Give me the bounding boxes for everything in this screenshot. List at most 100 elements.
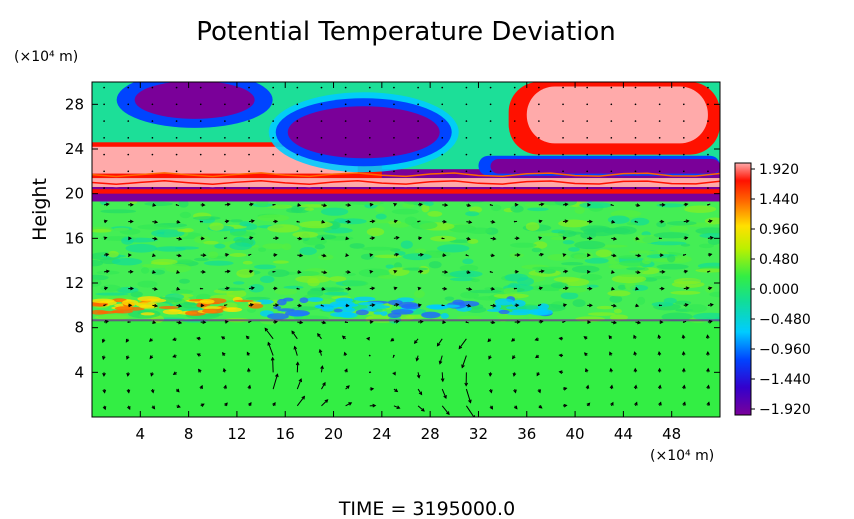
velocity-arrow: [320, 236, 325, 241]
velocity-arrow: [151, 405, 156, 410]
field-texture: [493, 303, 502, 310]
velocity-arrow: [248, 153, 250, 156]
velocity-arrow: [224, 202, 231, 207]
field-texture: [568, 247, 580, 252]
velocity-arrow: [681, 334, 686, 339]
velocity-arrow: [413, 338, 419, 345]
velocity-arrow: [417, 405, 425, 412]
velocity-arrow: [224, 253, 230, 257]
velocity-arrow: [369, 202, 374, 207]
field-blob: [134, 82, 255, 119]
velocity-arrow: [128, 219, 134, 224]
velocity-arrow: [538, 170, 540, 173]
velocity-arrow: [264, 327, 274, 340]
velocity-arrow: [321, 270, 328, 275]
velocity-arrow: [224, 120, 226, 122]
velocity-arrow: [562, 253, 567, 257]
field-texture: [456, 315, 482, 320]
field-texture: [467, 238, 479, 244]
field-texture: [94, 292, 129, 296]
field-texture: [140, 312, 155, 316]
field-texture: [267, 224, 300, 233]
field-texture: [570, 252, 588, 259]
velocity-arrow: [272, 187, 274, 189]
field-texture: [560, 292, 579, 300]
velocity-arrow: [103, 170, 105, 173]
velocity-arrow: [514, 253, 521, 257]
velocity-arrow: [393, 153, 395, 156]
velocity-arrow: [513, 287, 517, 290]
field-texture: [377, 275, 398, 279]
velocity-arrow: [683, 236, 689, 240]
field-texture: [574, 206, 585, 214]
field-texture: [465, 211, 480, 217]
field-texture: [100, 209, 137, 214]
velocity-arrow: [466, 270, 471, 274]
velocity-arrow: [538, 319, 544, 324]
y-tick-label: 16: [65, 229, 84, 247]
field-texture: [358, 301, 384, 306]
velocity-arrow: [128, 269, 134, 274]
velocity-arrow: [634, 153, 637, 156]
field-texture: [222, 307, 243, 313]
velocity-arrow: [512, 355, 516, 360]
velocity-arrow: [369, 387, 375, 391]
field-texture: [609, 295, 623, 303]
velocity-arrow: [513, 388, 517, 394]
velocity-arrow: [176, 320, 183, 325]
velocity-arrow: [442, 219, 448, 224]
velocity-arrow: [175, 170, 178, 173]
velocity-arrow: [392, 371, 396, 376]
velocity-arrow: [103, 202, 110, 207]
velocity-arrow: [465, 321, 469, 324]
velocity-arrow: [657, 367, 662, 373]
field-texture: [470, 278, 480, 283]
velocity-arrow: [199, 287, 204, 290]
field-texture: [291, 306, 320, 311]
velocity-arrow: [417, 86, 419, 89]
velocity-arrow: [345, 385, 350, 390]
velocity-arrow: [199, 86, 202, 89]
colorbar-tick-label: −0.480: [759, 312, 811, 328]
field-texture: [421, 311, 441, 319]
velocity-arrow: [438, 355, 443, 365]
velocity-arrow: [538, 269, 545, 274]
velocity-arrow: [247, 384, 252, 390]
velocity-arrow: [707, 153, 709, 156]
field-texture: [414, 289, 425, 299]
field-texture: [704, 217, 720, 225]
field-texture: [656, 221, 667, 228]
field-texture: [318, 254, 334, 261]
velocity-arrow: [562, 103, 564, 106]
velocity-arrow: [513, 137, 516, 139]
velocity-arrow: [707, 270, 711, 273]
field-texture: [144, 201, 173, 207]
velocity-arrow: [538, 252, 545, 257]
velocity-arrow: [658, 401, 662, 406]
velocity-arrow: [587, 303, 593, 308]
velocity-arrow: [682, 137, 685, 139]
field-texture: [304, 207, 315, 211]
velocity-arrow: [296, 395, 306, 407]
velocity-arrow: [659, 320, 664, 324]
velocity-arrow: [296, 287, 300, 290]
field-texture: [692, 312, 720, 321]
velocity-arrow: [345, 402, 353, 407]
velocity-arrow: [537, 388, 542, 394]
field-texture: [437, 244, 470, 253]
velocity-arrow: [103, 319, 109, 324]
velocity-arrow: [320, 304, 324, 307]
velocity-arrow: [562, 120, 564, 122]
velocity-arrow: [341, 335, 346, 340]
velocity-arrow: [369, 269, 374, 274]
field-texture: [666, 220, 697, 226]
velocity-arrow: [514, 236, 520, 241]
velocity-arrow: [489, 86, 492, 89]
velocity-arrow: [320, 103, 323, 106]
field-texture: [653, 232, 690, 239]
velocity-arrow: [418, 202, 423, 207]
field-texture: [245, 296, 271, 300]
velocity-arrow: [320, 86, 323, 89]
velocity-arrow: [415, 355, 420, 362]
velocity-arrow: [393, 286, 398, 291]
